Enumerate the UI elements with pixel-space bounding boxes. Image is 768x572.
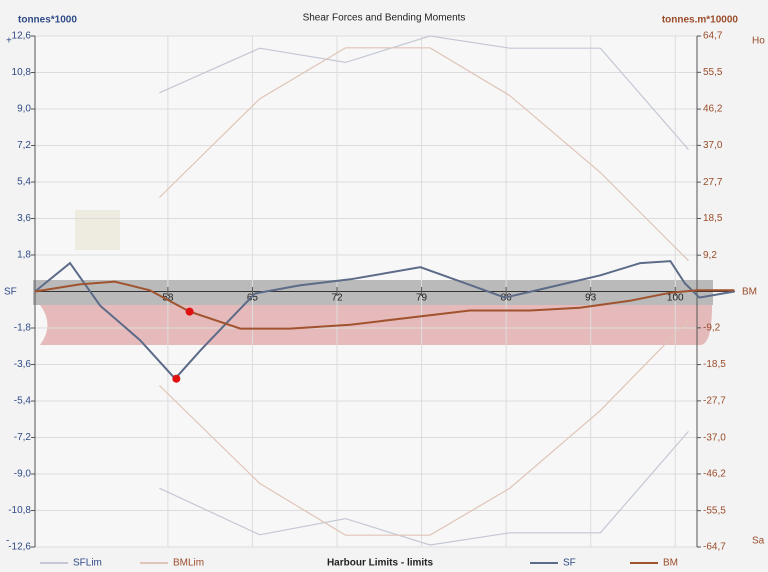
- y2-tick-label: -9,2: [703, 322, 721, 333]
- limit-line: [159, 431, 689, 546]
- y-tick-label: -10,8: [8, 505, 31, 516]
- y-tick-label: -12,6: [8, 542, 31, 553]
- y2-tick-label: -18,5: [703, 359, 726, 370]
- x-tick-label: 72: [331, 293, 343, 304]
- y2-tick-label: -64,7: [703, 542, 726, 553]
- y2-tick-label: -27,7: [703, 396, 726, 407]
- limit-line: [158, 47, 689, 262]
- y2-tick-label: -37,0: [703, 432, 726, 443]
- series-line: [34, 280, 735, 330]
- y-tick-label: 9,0: [17, 104, 31, 115]
- x-tick-label: 65: [247, 293, 259, 304]
- deck: [33, 280, 713, 305]
- y2-tick-label: 18,5: [703, 213, 723, 224]
- hull: [40, 305, 712, 345]
- y-tick-label: 5,4: [17, 177, 31, 188]
- legend-title: Harbour Limits - limits: [327, 558, 434, 569]
- limit-line: [158, 319, 689, 536]
- y-tick-label: 10,8: [12, 67, 32, 78]
- highlight-point: [185, 307, 194, 316]
- highlight-point: [172, 374, 181, 383]
- y2-tick-label: -46,2: [703, 469, 726, 480]
- y2-tick-label: 37,0: [703, 140, 723, 151]
- x-tick-label: 93: [585, 293, 597, 304]
- x-tick-label: 100: [667, 293, 684, 304]
- y-tick-label: -5,4: [14, 396, 32, 407]
- legend-label: SF: [563, 558, 576, 569]
- zero-right-label: BM: [742, 287, 757, 298]
- y-axis-title: tonnes*1000: [18, 15, 77, 26]
- legend-label: BMLim: [173, 558, 204, 569]
- y-top-sign: +: [6, 36, 12, 47]
- ship-silhouette: [33, 210, 713, 345]
- y-bottom-sign: -: [6, 536, 9, 547]
- series-line: [34, 260, 735, 381]
- limit-line: [159, 35, 689, 150]
- y2-tick-label: 27,7: [703, 177, 723, 188]
- y-tick-label: 7,2: [17, 140, 31, 151]
- y-tick-label: -3,6: [14, 359, 32, 370]
- y2-tick-label: 9,2: [703, 250, 717, 261]
- y-tick-label: -9,0: [14, 469, 32, 480]
- x-tick-label: 79: [416, 293, 428, 304]
- zero-left-label: SF: [4, 287, 17, 298]
- y2-axis-title: tonnes.m*10000: [662, 15, 739, 26]
- y-tick-label: 12,6: [12, 31, 32, 42]
- y2-bottom-label: Sa: [752, 536, 765, 547]
- grid: [35, 35, 697, 548]
- y2-top-label: Ho: [752, 36, 765, 47]
- superstructure: [75, 210, 120, 250]
- legend-label: BM: [663, 558, 678, 569]
- y-tick-label: 1,8: [17, 250, 31, 261]
- y2-tick-label: 46,2: [703, 104, 723, 115]
- y2-tick-label: 64,7: [703, 31, 723, 42]
- y-tick-label: -1,8: [14, 323, 32, 334]
- y2-tick-label: 55,5: [703, 67, 723, 78]
- y-tick-label: 3,6: [17, 213, 31, 224]
- legend-label: SFLim: [73, 558, 102, 569]
- y2-tick-label: -55,5: [703, 505, 726, 516]
- x-tick-label: 58: [162, 293, 174, 304]
- y-tick-label: -7,2: [14, 432, 32, 443]
- chart-title: Shear Forces and Bending Moments: [303, 13, 466, 24]
